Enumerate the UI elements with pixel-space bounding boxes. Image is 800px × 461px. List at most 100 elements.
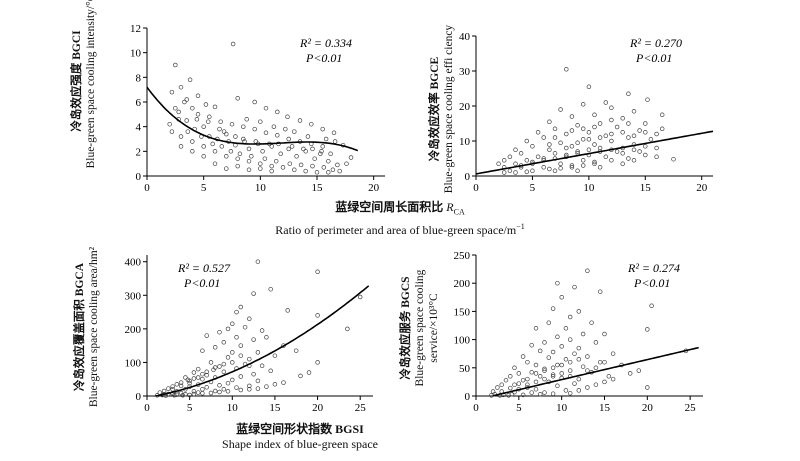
panel-3-point — [212, 388, 218, 394]
panel-3-point — [217, 389, 222, 395]
panel-2-point — [564, 67, 569, 72]
panel-4-point — [589, 320, 594, 325]
panel-2-point — [659, 126, 665, 132]
panel-3-p-label: P<0.01 — [183, 276, 220, 290]
panel-1-ytick-label: 6 — [136, 97, 142, 109]
panel-2-point — [614, 124, 620, 130]
panel-4-ylabel: 冷岛效应服务 BGCS Blue-green space cooling ser… — [399, 243, 443, 413]
panel-1-point — [344, 161, 349, 166]
panel-3-point — [268, 286, 273, 292]
panel-2-point — [518, 151, 524, 156]
panel-2-point — [547, 119, 552, 125]
panel-2-point — [524, 138, 530, 144]
panel-2-point — [535, 130, 541, 135]
panel-4-p-label: P<0.01 — [633, 276, 670, 290]
panel-3-point — [195, 375, 201, 380]
panel-1-point — [201, 154, 206, 159]
panel-4-point — [585, 354, 590, 359]
panel-2-point — [580, 102, 586, 107]
panel-2-point — [609, 158, 614, 163]
panel-1-point — [224, 131, 229, 137]
panel-1-xtick-label: 0 — [144, 182, 150, 194]
panel-1-point — [201, 124, 206, 129]
panel-1-point — [309, 121, 314, 127]
panel-2-point — [631, 147, 637, 153]
panel-1-point — [176, 109, 181, 115]
panel-2-xtick-label: 10 — [583, 182, 595, 194]
panel-3-point — [247, 383, 252, 389]
panel-3-point — [230, 321, 235, 327]
panel-4-point — [516, 371, 522, 376]
panel-4-point — [525, 376, 530, 382]
panel-4-point — [495, 385, 500, 390]
panel-1-point — [269, 168, 274, 174]
panel-4-ylabel-cn: 冷岛效应服务 BGCS — [400, 276, 412, 380]
panel-3-point — [217, 329, 222, 335]
panel-3-point — [200, 391, 205, 396]
panel-2-point — [609, 131, 614, 137]
panel-1-point — [178, 84, 184, 90]
panel-4-point — [610, 376, 616, 382]
panel-3-ytick-label: 300 — [125, 290, 142, 302]
panel-2-point — [609, 117, 614, 123]
panel-4-xtick-label: 25 — [685, 402, 697, 414]
panel-1-fit-line — [146, 86, 359, 152]
panel-3-point — [234, 309, 239, 315]
panel-3-point — [255, 350, 261, 355]
panel-3-point — [272, 382, 278, 387]
panel-3-point — [221, 340, 227, 345]
panel-2-xtick-label: 15 — [640, 182, 652, 194]
panel-4-point — [636, 368, 642, 373]
panel-3-point — [315, 313, 320, 318]
panel-2-point — [626, 121, 631, 126]
panel-3-point — [247, 356, 252, 362]
panel-1-point — [185, 129, 191, 134]
panel-2-point — [524, 169, 530, 175]
panel-1-point — [312, 156, 317, 161]
panel-1-point — [263, 130, 269, 136]
panel-2-point — [620, 151, 625, 156]
panel-4-point — [563, 388, 569, 393]
panel-2-point — [552, 135, 558, 140]
panel-1-point — [184, 97, 189, 102]
panel-1-ytick-label: 12 — [130, 23, 141, 35]
panel-1-point — [210, 141, 215, 147]
panel-3-xtick-label: 15 — [269, 402, 281, 414]
panel-2-point — [547, 147, 552, 153]
panel-4-point — [597, 359, 603, 365]
panel-1-point — [221, 129, 227, 134]
panel-2-ytick-label: 10 — [459, 136, 471, 148]
panel-4-point — [576, 376, 582, 382]
panel-4-point — [550, 349, 556, 355]
panel-2-fit-line — [475, 130, 714, 175]
panel-3-point — [357, 294, 363, 300]
panel-1-point — [203, 102, 209, 107]
middle-xlabel-en: Ratio of perimeter and area of blue-gree… — [275, 223, 517, 238]
panel-2-point — [552, 168, 558, 174]
panel-1-point — [310, 146, 315, 152]
panel-4-point — [559, 344, 564, 349]
panel-1-point — [228, 149, 234, 154]
panel-4-point — [593, 340, 599, 345]
panel-3-point — [178, 380, 184, 385]
panel-3-point — [285, 308, 290, 313]
panel-3-point — [251, 371, 256, 377]
panel-1-point — [184, 118, 189, 123]
panel-4-point — [645, 385, 650, 390]
panel-2-point — [580, 126, 586, 132]
panel-3-point — [242, 324, 248, 330]
panel-3-point — [264, 384, 269, 389]
panel-1-point — [252, 126, 257, 132]
panel-4-point — [537, 348, 543, 354]
panel-2-point — [626, 91, 631, 97]
middle-xlabel-subscript: CA — [453, 207, 465, 217]
panel-3-point — [247, 316, 252, 322]
panel-4-point — [602, 331, 607, 337]
panel-4-point — [580, 331, 586, 337]
panel-1-point — [286, 146, 291, 152]
panel-2-ylabel-en: Blue-green space cooling effi ciency — [443, 24, 455, 194]
panel-3-point — [230, 377, 235, 383]
panel-1-point — [253, 139, 259, 144]
panel-4-point — [542, 366, 547, 372]
panel-1-ytick-label: 2 — [136, 146, 142, 158]
